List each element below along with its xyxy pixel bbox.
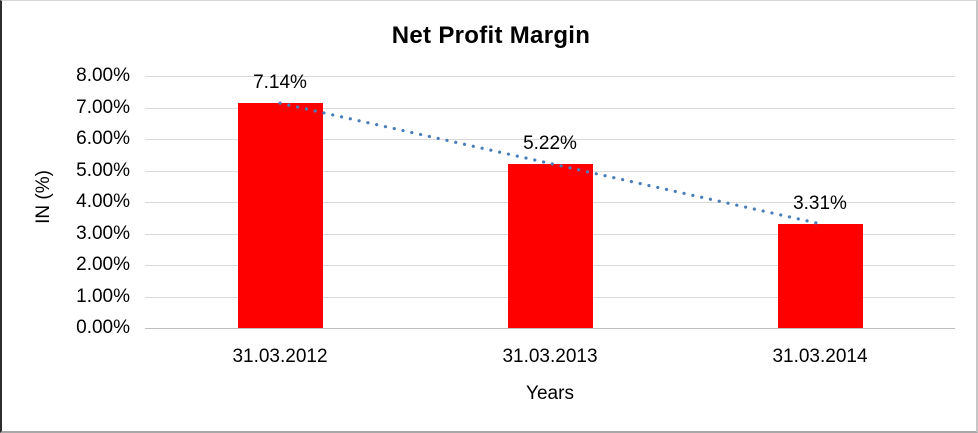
- x-axis-title: Years: [526, 383, 574, 404]
- y-tick-label: 7.00%: [76, 96, 130, 118]
- bar-value-label: 3.31%: [793, 192, 847, 214]
- plot-area: 7.14% 5.22% 3.31%: [145, 72, 955, 329]
- y-tick-label: 0.00%: [76, 317, 130, 338]
- x-axis-line: [145, 328, 955, 329]
- y-tick-label: 5.00%: [76, 159, 130, 181]
- gridline: [145, 139, 955, 140]
- x-category-label: 31.03.2014: [772, 346, 868, 367]
- y-tick-label: 1.00%: [76, 285, 130, 307]
- trendline: [278, 101, 822, 226]
- bar-31.03.2013: [507, 163, 593, 328]
- x-category-label: 31.03.2012: [232, 346, 328, 367]
- bar-31.03.2012: [237, 103, 323, 328]
- bar-value-label: 7.14%: [253, 72, 307, 94]
- chart-title: Net Profit Margin: [391, 22, 591, 49]
- gridline: [145, 107, 955, 109]
- x-category-label: 31.03.2013: [502, 346, 598, 367]
- gridline: [145, 76, 955, 77]
- bar-value-label: 5.22%: [523, 132, 577, 154]
- y-tick-label: 6.00%: [76, 128, 130, 149]
- y-tick-label: 2.00%: [76, 254, 130, 275]
- y-tick-label: 3.00%: [76, 222, 130, 244]
- y-tick-label: 4.00%: [76, 191, 130, 212]
- y-tick-label: 8.00%: [76, 65, 130, 86]
- bar-31.03.2014: [777, 223, 863, 328]
